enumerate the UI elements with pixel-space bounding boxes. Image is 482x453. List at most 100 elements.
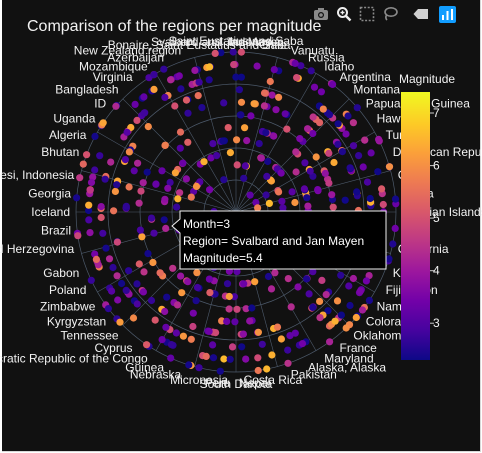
data-point[interactable]	[275, 188, 283, 196]
data-point[interactable]	[184, 138, 192, 146]
data-point[interactable]	[367, 149, 375, 157]
data-point[interactable]	[158, 336, 166, 344]
data-point[interactable]	[331, 317, 339, 325]
data-point[interactable]	[243, 137, 251, 145]
data-point[interactable]	[220, 176, 228, 184]
data-point[interactable]	[150, 71, 158, 79]
data-point[interactable]	[73, 194, 81, 202]
data-point[interactable]	[235, 86, 243, 94]
data-point[interactable]	[309, 113, 317, 121]
data-point[interactable]	[121, 156, 129, 164]
data-point[interactable]	[179, 159, 187, 167]
data-point[interactable]	[139, 179, 147, 187]
zoom-icon[interactable]	[335, 6, 352, 23]
data-point[interactable]	[135, 199, 143, 207]
data-point[interactable]	[86, 229, 94, 237]
data-point[interactable]	[102, 244, 110, 252]
data-point[interactable]	[161, 141, 169, 149]
data-point[interactable]	[122, 286, 130, 294]
data-point[interactable]	[237, 73, 245, 81]
data-point[interactable]	[329, 203, 337, 211]
data-point[interactable]	[233, 161, 241, 169]
data-point[interactable]	[242, 355, 250, 363]
data-point[interactable]	[374, 168, 382, 176]
data-point[interactable]	[264, 157, 272, 166]
data-point[interactable]	[267, 177, 275, 185]
data-point[interactable]	[304, 202, 312, 210]
data-point[interactable]	[358, 306, 367, 314]
data-point[interactable]	[139, 288, 147, 296]
data-point[interactable]	[151, 316, 159, 324]
data-point[interactable]	[271, 269, 279, 277]
data-point[interactable]	[202, 352, 210, 360]
data-point[interactable]	[122, 202, 130, 210]
data-point[interactable]	[254, 354, 262, 362]
data-point[interactable]	[391, 224, 399, 232]
data-point[interactable]	[283, 125, 291, 133]
data-point[interactable]	[293, 74, 301, 82]
data-point[interactable]	[266, 77, 274, 86]
data-point[interactable]	[365, 296, 373, 304]
data-point[interactable]	[346, 301, 354, 310]
data-point[interactable]	[228, 343, 237, 351]
data-point[interactable]	[258, 340, 266, 348]
data-point[interactable]	[273, 323, 282, 331]
data-point[interactable]	[239, 330, 247, 338]
data-point[interactable]	[278, 197, 286, 205]
data-point[interactable]	[125, 148, 133, 156]
data-point[interactable]	[205, 275, 213, 283]
data-point[interactable]	[240, 174, 248, 182]
data-point[interactable]	[173, 203, 181, 211]
data-point[interactable]	[195, 78, 203, 86]
data-point[interactable]	[87, 276, 95, 284]
data-point[interactable]	[355, 152, 363, 160]
data-point[interactable]	[385, 163, 394, 171]
data-point[interactable]	[225, 292, 233, 301]
data-point[interactable]	[272, 106, 280, 114]
data-point[interactable]	[346, 164, 354, 172]
data-point[interactable]	[158, 167, 166, 175]
data-point[interactable]	[164, 184, 172, 192]
data-point[interactable]	[344, 112, 352, 120]
data-point[interactable]	[97, 213, 105, 222]
data-point[interactable]	[193, 269, 201, 277]
data-point[interactable]	[205, 76, 213, 84]
data-point[interactable]	[192, 297, 200, 305]
data-point[interactable]	[192, 182, 201, 190]
data-point[interactable]	[133, 280, 141, 288]
data-point[interactable]	[254, 204, 262, 212]
data-point[interactable]	[322, 291, 330, 299]
data-point[interactable]	[265, 199, 273, 207]
data-point[interactable]	[176, 128, 185, 136]
data-point[interactable]	[173, 301, 182, 309]
data-point[interactable]	[191, 66, 199, 74]
data-point[interactable]	[206, 289, 214, 297]
data-point[interactable]	[99, 229, 107, 237]
data-point[interactable]	[345, 282, 353, 290]
data-point[interactable]	[74, 232, 82, 240]
data-point[interactable]	[162, 224, 170, 232]
data-point[interactable]	[194, 92, 202, 100]
data-point[interactable]	[140, 109, 148, 117]
data-point[interactable]	[161, 93, 169, 101]
data-point[interactable]	[160, 65, 168, 73]
data-point[interactable]	[162, 323, 170, 331]
data-point[interactable]	[260, 102, 268, 110]
data-point[interactable]	[176, 189, 184, 197]
data-point[interactable]	[220, 355, 228, 363]
data-point[interactable]	[86, 186, 94, 194]
data-point[interactable]	[212, 329, 220, 337]
data-point[interactable]	[184, 278, 192, 286]
data-point[interactable]	[257, 154, 265, 162]
data-point[interactable]	[136, 226, 144, 234]
data-point[interactable]	[160, 216, 168, 224]
data-point[interactable]	[152, 180, 160, 188]
data-point[interactable]	[233, 268, 241, 276]
data-point[interactable]	[366, 194, 374, 203]
data-point[interactable]	[341, 196, 349, 204]
data-point[interactable]	[303, 275, 311, 283]
data-point[interactable]	[171, 169, 179, 177]
data-point[interactable]	[328, 191, 336, 199]
data-point[interactable]	[352, 313, 360, 322]
data-point[interactable]	[291, 59, 299, 67]
